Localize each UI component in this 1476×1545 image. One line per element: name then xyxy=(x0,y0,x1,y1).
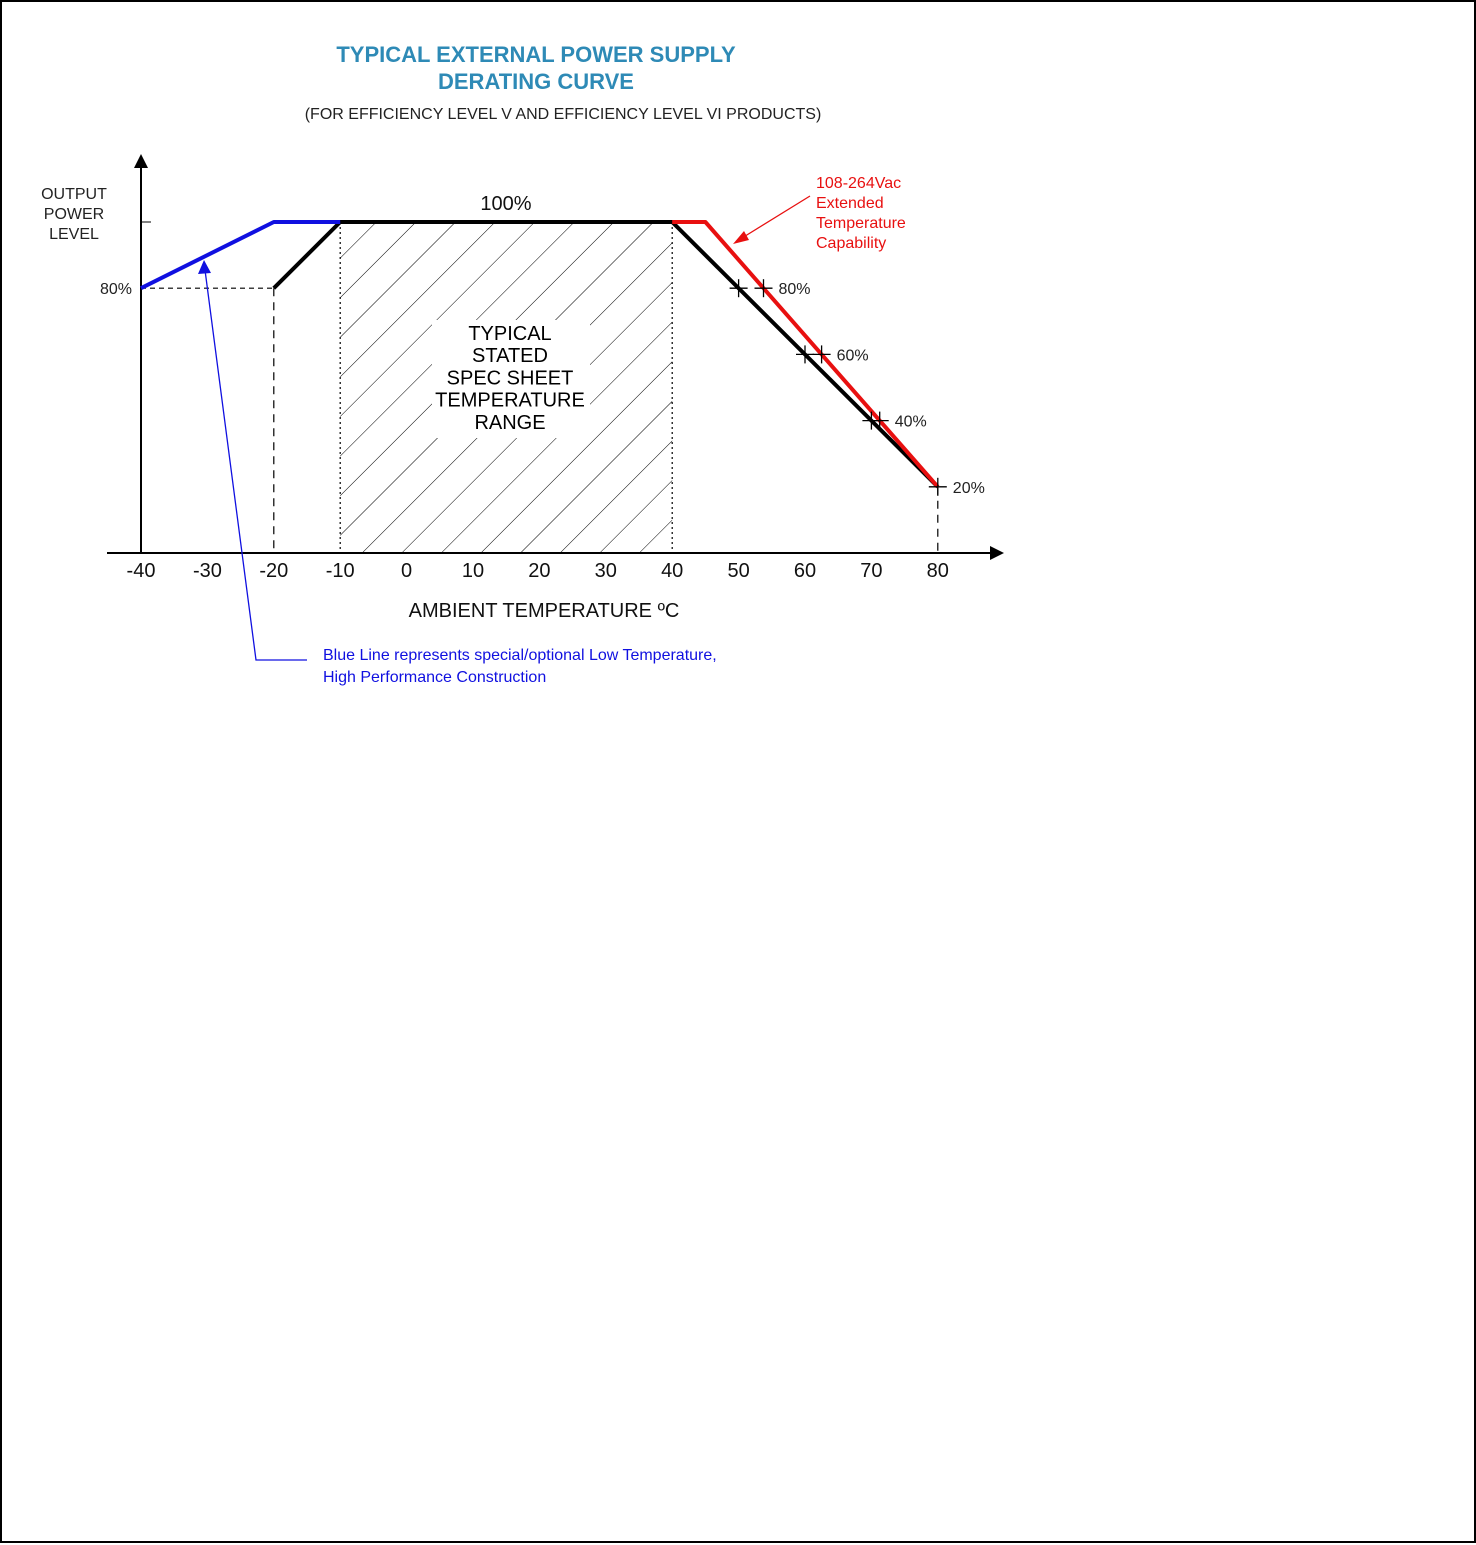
x-tick-label: 50 xyxy=(727,560,749,582)
label-100-percent: 100% xyxy=(480,193,531,215)
x-tick-label: 70 xyxy=(860,560,882,582)
y-tick-label: 80% xyxy=(100,281,132,298)
spec-range-label-bg xyxy=(432,320,590,438)
blue-annotation-line: High Performance Construction xyxy=(323,669,546,686)
spec-range-label-line: TYPICAL xyxy=(468,323,551,345)
red-annotation-line: Capability xyxy=(816,235,886,252)
x-tick-label: -10 xyxy=(326,560,355,582)
spec-range-label-line: SPEC SHEET xyxy=(447,367,574,389)
x-tick-label: 10 xyxy=(462,560,484,582)
marker-label: 40% xyxy=(895,414,927,431)
marker-label: 20% xyxy=(953,480,985,497)
red-annotation-leader xyxy=(741,195,811,239)
marker-label: 80% xyxy=(779,281,811,298)
y-axis-label-line: LEVEL xyxy=(49,226,99,243)
y-axis-label-line: OUTPUT xyxy=(41,186,107,203)
chart-title-line: DERATING CURVE xyxy=(438,69,634,94)
red-annotation-arrowhead xyxy=(733,231,749,244)
x-tick-label: 20 xyxy=(528,560,550,582)
spec-range-label-line: STATED xyxy=(472,345,548,367)
x-tick-label: 80 xyxy=(927,560,949,582)
chart-subtitle: (FOR EFFICIENCY LEVEL V AND EFFICIENCY L… xyxy=(305,106,822,123)
spec-range-label-line: RANGE xyxy=(474,412,545,434)
x-tick-label: 40 xyxy=(661,560,683,582)
red-annotation-line: 108-264Vac xyxy=(816,175,901,192)
marker-label: 60% xyxy=(837,347,869,364)
x-tick-label: 60 xyxy=(794,560,816,582)
x-tick-label: 30 xyxy=(595,560,617,582)
x-tick-label: -20 xyxy=(259,560,288,582)
x-tick-label: -30 xyxy=(193,560,222,582)
x-tick-label: -40 xyxy=(127,560,156,582)
x-axis-arrow xyxy=(990,546,1004,560)
y-axis-arrow xyxy=(134,154,148,168)
x-axis-title: AMBIENT TEMPERATURE ºC xyxy=(409,600,680,622)
chart-title-line: TYPICAL EXTERNAL POWER SUPPLY xyxy=(336,42,736,67)
y-axis-label-line: POWER xyxy=(44,206,104,223)
x-tick-label: 0 xyxy=(401,560,412,582)
blue-line xyxy=(140,220,341,290)
red-annotation-line: Temperature xyxy=(816,215,906,232)
red-line xyxy=(672,220,940,489)
blue-annotation-arrowhead xyxy=(198,260,211,274)
red-annotation-line: Extended xyxy=(816,195,884,212)
blue-annotation-leader xyxy=(204,269,307,661)
spec-range-label-line: TEMPERATURE xyxy=(435,390,585,412)
blue-annotation-line: Blue Line represents special/optional Lo… xyxy=(323,647,717,664)
